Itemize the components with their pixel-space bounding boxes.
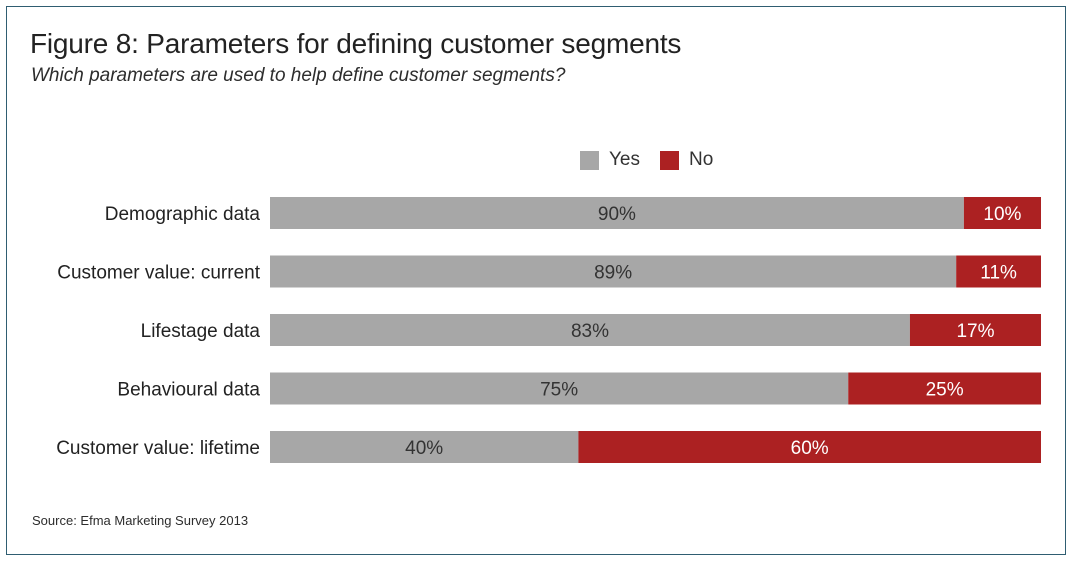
bar-no-lifestage-data bbox=[909, 314, 1041, 346]
chart-legend: Yes No bbox=[580, 148, 713, 172]
legend-label-yes: Yes bbox=[609, 149, 640, 170]
legend-item-no: No bbox=[660, 149, 713, 171]
bar-yes-lifestage-data bbox=[270, 314, 910, 346]
data-label-yes-customer-value-current: 89% bbox=[594, 263, 632, 284]
category-label-behavioural-data: Behavioural data bbox=[117, 380, 260, 401]
bar-no-customer-value-current bbox=[956, 255, 1041, 288]
bar-yes-demographic-data bbox=[270, 197, 964, 229]
data-label-no-customer-value-lifetime: 60% bbox=[791, 438, 829, 459]
bar-no-behavioural-data bbox=[848, 372, 1041, 405]
legend-item-yes: Yes bbox=[580, 149, 640, 171]
figure-title: Figure 8: Parameters for defining custom… bbox=[30, 28, 682, 59]
legend-swatch-no bbox=[660, 150, 679, 170]
bar-yes-customer-value-lifetime bbox=[270, 431, 579, 463]
bar-yes-behavioural-data bbox=[270, 372, 849, 405]
data-label-no-lifestage-data: 17% bbox=[956, 321, 994, 342]
data-label-no-demographic-data: 10% bbox=[983, 204, 1021, 225]
legend-label-no: No bbox=[689, 149, 714, 170]
legend-swatch-yes bbox=[580, 150, 599, 170]
category-label-customer-value-lifetime: Customer value: lifetime bbox=[56, 438, 260, 459]
data-label-no-customer-value-current: 11% bbox=[980, 263, 1017, 284]
category-label-lifestage-data: Lifestage data bbox=[141, 321, 261, 342]
figure-subtitle: Which parameters are used to help define… bbox=[31, 65, 566, 86]
data-label-no-behavioural-data: 25% bbox=[926, 380, 964, 401]
data-label-yes-lifestage-data: 83% bbox=[571, 321, 609, 342]
data-label-yes-behavioural-data: 75% bbox=[540, 380, 578, 401]
source-note: Source: Efma Marketing Survey 2013 bbox=[32, 513, 249, 528]
bar-no-customer-value-lifetime bbox=[578, 431, 1041, 463]
bar-yes-customer-value-current bbox=[270, 255, 957, 288]
data-label-yes-demographic-data: 90% bbox=[598, 204, 636, 225]
category-label-demographic-data: Demographic data bbox=[105, 204, 261, 225]
data-label-yes-customer-value-lifetime: 40% bbox=[405, 438, 443, 459]
bar-no-demographic-data bbox=[963, 197, 1041, 229]
category-label-customer-value-current: Customer value: current bbox=[57, 263, 260, 284]
